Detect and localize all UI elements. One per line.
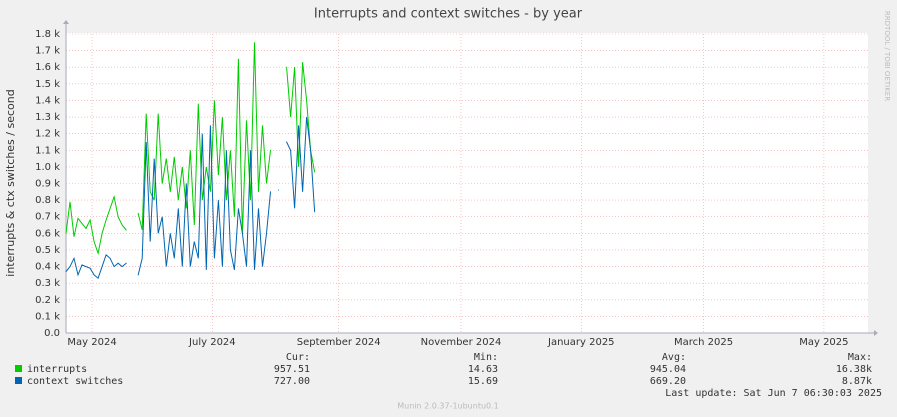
stats-value: 669.20 [650,376,686,387]
y-tick-label: 1.5 k [35,79,60,90]
last-update: Last update: Sat Jun 7 06:30:03 2025 [665,388,882,399]
legend-label: interrupts [27,364,87,375]
stats-value: 8.87k [842,376,872,387]
x-tick-label: July 2024 [188,337,236,348]
stats-value: 727.00 [274,376,310,387]
y-axis-label: interrupts & ctx switches / second [4,89,17,276]
stats-value: 14.63 [468,364,498,375]
y-tick-label: 1.8 k [35,29,60,40]
watermark: RRDTOOL / TOBI OETIKER [883,11,891,101]
x-tick-label: May 2025 [799,337,848,348]
y-tick-label: 1.3 k [35,112,60,123]
y-tick-label: 0.1 k [35,311,60,322]
y-tick-label: 1.0 k [35,162,60,173]
y-tick-label: 0.6 k [35,228,60,239]
x-tick-label: November 2024 [421,337,502,348]
y-tick-label: 0.3 k [35,278,60,289]
x-tick-label: January 2025 [547,337,615,348]
legend-swatch [15,377,22,384]
y-tick-label: 1.4 k [35,95,60,106]
legend-label: context switches [27,376,123,387]
legend-swatch [15,365,22,372]
axis-arrow [874,330,878,336]
stats-header: Avg: [662,352,686,363]
x-tick-label: September 2024 [297,337,381,348]
series-line [65,117,316,280]
plot-area [66,33,868,333]
stats-value: 16.38k [836,364,872,375]
y-tick-label: 0.8 k [35,195,60,206]
axis-arrow [63,20,69,24]
y-tick-label: 1.7 k [35,46,60,57]
y-tick-label: 0.2 k [35,295,60,306]
stats-value: 15.69 [468,376,498,387]
footer: Munin 2.0.37-1ubuntu0.1 [397,402,499,411]
chart-title: Interrupts and context switches - by yea… [314,7,583,22]
y-tick-label: 0.0 [44,328,60,339]
y-tick-label: 0.7 k [35,212,60,223]
stats-header: Cur: [286,352,310,363]
x-tick-label: May 2024 [67,337,116,348]
y-tick-label: 1.2 k [35,129,60,140]
x-tick-label: March 2025 [674,337,733,348]
stats-header: Max: [848,352,872,363]
stats-value: 945.04 [650,364,686,375]
y-tick-label: 1.1 k [35,145,60,156]
stats-header: Min: [474,352,498,363]
y-tick-label: 0.5 k [35,245,60,256]
y-tick-label: 1.6 k [35,62,60,73]
stats-value: 957.51 [274,364,310,375]
y-tick-label: 0.9 k [35,179,60,190]
y-tick-label: 0.4 k [35,262,60,273]
